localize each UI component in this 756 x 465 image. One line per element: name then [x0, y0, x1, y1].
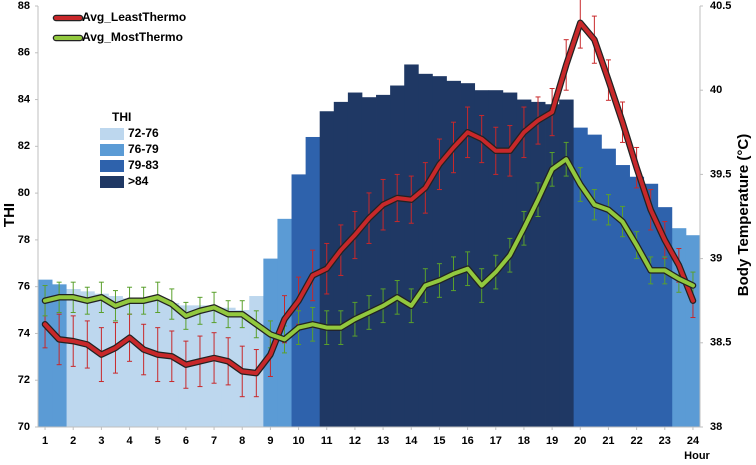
legend-title: THI	[112, 110, 131, 124]
y2-tick-label: 38.5	[710, 337, 731, 349]
x-tick-label: 16	[461, 435, 473, 447]
x-tick-label: 22	[630, 435, 642, 447]
x-tick-label: 8	[239, 435, 245, 447]
legend-label: Avg_MostThermo	[82, 30, 183, 44]
y2-tick-label: 40	[710, 84, 722, 96]
bar	[629, 176, 645, 427]
bar	[418, 73, 433, 428]
line	[43, 20, 695, 376]
y2-axis-title: Body Temperature (°C)	[735, 134, 752, 296]
y-tick-label: 70	[18, 421, 30, 433]
legend-swatch	[100, 128, 124, 140]
y-tick-label: 76	[18, 281, 30, 293]
bar	[474, 90, 490, 427]
y-tick-label: 74	[18, 327, 31, 339]
x-tick-label: 10	[292, 435, 304, 447]
bar	[376, 94, 391, 427]
y2-tick-label: 40.5	[710, 0, 731, 12]
x-tick-label: 6	[183, 435, 189, 447]
bar	[545, 104, 560, 427]
y-tick-label: 84	[18, 93, 31, 105]
bar	[446, 80, 461, 427]
y-tick-label: 78	[18, 234, 30, 246]
bar	[601, 148, 616, 427]
bar	[390, 85, 405, 428]
x-tick-label: 4	[126, 435, 133, 447]
y2-tick-label: 38	[710, 421, 722, 433]
x-tick-label: 15	[433, 435, 445, 447]
legend-swatch	[100, 176, 124, 188]
bar	[573, 127, 588, 427]
x-tick-label: 1	[42, 435, 48, 447]
x-tick-label: 11	[321, 435, 333, 447]
bar	[361, 97, 377, 427]
lines	[41, 19, 697, 377]
y-axis-title: THI	[1, 203, 18, 227]
bar	[657, 207, 673, 427]
legend-label: Avg_LeastThermo	[82, 10, 186, 24]
x-tick-label: 14	[405, 435, 418, 447]
bar	[615, 165, 630, 428]
x-tick-label: 3	[98, 435, 104, 447]
bar	[587, 134, 602, 427]
y-tick-label: 80	[18, 187, 30, 199]
bar	[643, 183, 659, 427]
bar	[685, 235, 701, 427]
y-tick-label: 82	[18, 140, 30, 152]
y-tick-label: 86	[18, 47, 30, 59]
legend-swatch	[100, 144, 124, 156]
x-tick-label: 20	[574, 435, 586, 447]
x-tick-label: 17	[490, 435, 502, 447]
y-tick-label: 88	[18, 0, 30, 12]
legend-label: >84	[128, 174, 149, 188]
bar	[347, 92, 363, 428]
bar	[38, 279, 53, 427]
x-tick-label: 24	[687, 435, 700, 447]
x-tick-label: 12	[349, 435, 361, 447]
x-tick-label: 5	[155, 435, 161, 447]
x-tick-label: 2	[70, 435, 76, 447]
x-tick-label: 13	[377, 435, 389, 447]
line	[43, 157, 695, 342]
bar	[516, 99, 532, 428]
x-tick-label: 9	[267, 435, 273, 447]
bar	[122, 298, 137, 427]
x-axis-title: Hour	[684, 450, 710, 462]
x-tick-label: 19	[546, 435, 558, 447]
x-tick-label: 7	[211, 435, 217, 447]
bar	[530, 101, 546, 428]
legend-label: 72-76	[128, 126, 159, 140]
legend-label: 79-83	[128, 158, 159, 172]
bar	[432, 76, 447, 428]
y2-tick-label: 39.5	[710, 168, 731, 180]
legend-swatch	[100, 160, 124, 172]
x-tick-label: 18	[518, 435, 530, 447]
y-tick-label: 72	[18, 374, 30, 386]
x-tick-label: 21	[602, 435, 614, 447]
bar	[559, 99, 574, 428]
legend-label: 76-79	[128, 142, 159, 156]
x-tick-label: 23	[659, 435, 671, 447]
y2-tick-label: 39	[710, 253, 722, 265]
bar	[404, 64, 419, 427]
